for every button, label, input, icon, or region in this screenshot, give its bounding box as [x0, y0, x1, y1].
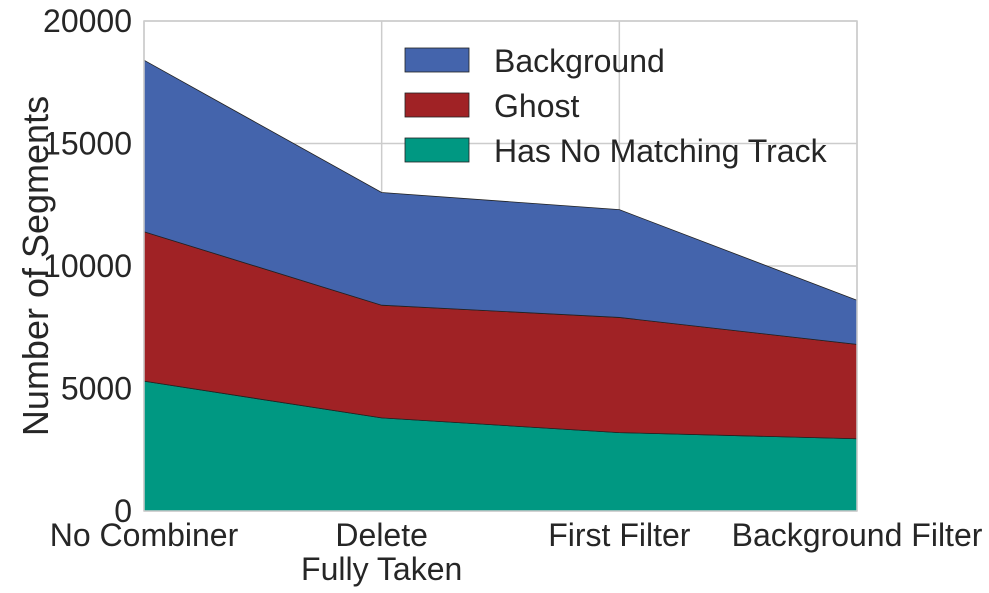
legend-swatch-has-no-matching-track [404, 137, 470, 163]
legend-label-has-no-matching-track: Has No Matching Track [494, 133, 828, 169]
x-tick-label: First Filter [548, 517, 691, 553]
y-axis-ticks: 0 5000 10000 15000 20000 [43, 3, 132, 529]
plot-frame [143, 20, 858, 512]
x-tick-label: Background Filter [732, 517, 983, 553]
area-layers [143, 59, 858, 512]
y-axis-label: Number of Segments [15, 96, 56, 436]
legend-swatch-background [404, 47, 470, 73]
legend-label-background: Background [494, 43, 665, 79]
x-tick-label: Delete Fully Taken [301, 517, 462, 587]
legend: Background Ghost Has No Matching Track [404, 43, 828, 169]
x-tick-label: No Combiner [50, 517, 239, 553]
y-tick-label: 5000 [61, 371, 132, 407]
legend-swatch-ghost [404, 92, 470, 118]
y-tick-label: 0 [114, 493, 132, 529]
y-tick-label: 10000 [43, 248, 132, 284]
y-tick-label: 20000 [43, 3, 132, 39]
y-tick-label: 15000 [43, 126, 132, 162]
legend-label-ghost: Ghost [494, 88, 579, 124]
x-axis-ticks: No Combiner Delete Fully Taken First Filter… [50, 517, 983, 587]
